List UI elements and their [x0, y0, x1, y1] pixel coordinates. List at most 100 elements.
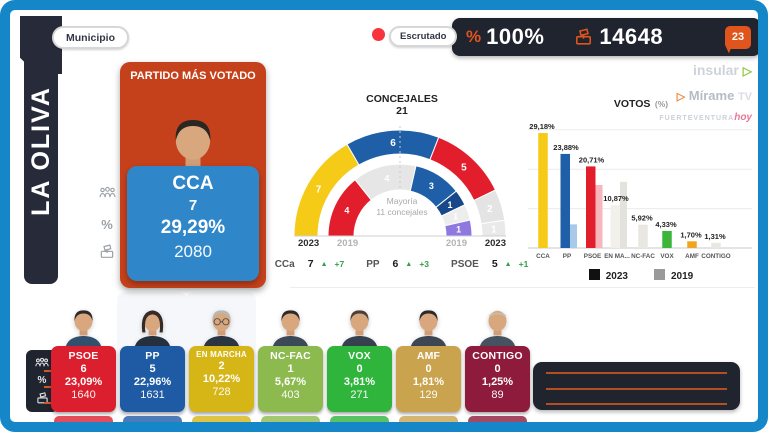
- majority-line2: 11 concejales: [376, 206, 428, 217]
- party-name: CONTIGO: [472, 350, 523, 362]
- svg-text:1: 1: [456, 225, 461, 235]
- most-voted-pct: 29,29%: [160, 217, 226, 238]
- party-votes: 89: [491, 389, 504, 401]
- svg-text:1: 1: [447, 200, 452, 210]
- party-pct: 1,81%: [412, 376, 445, 388]
- svg-text:4,33%: 4,33%: [655, 220, 677, 229]
- svg-text:PSOE: PSOE: [584, 253, 602, 260]
- svg-text:7: 7: [316, 185, 322, 196]
- party-seats: 6: [80, 363, 87, 375]
- section-divider: [290, 287, 755, 288]
- most-voted-party: CCA: [172, 173, 214, 194]
- empty-results-strip: [533, 362, 740, 410]
- gain-arrow-icon: ▲: [405, 260, 413, 268]
- party-pct: 23,09%: [64, 376, 103, 388]
- insular-logo-text: insular: [692, 62, 739, 78]
- party-seats: 2: [218, 360, 225, 372]
- svg-text:20,71%: 20,71%: [579, 155, 605, 164]
- candidate-photo: [267, 294, 314, 348]
- svg-text:NC-FAC: NC-FAC: [631, 253, 655, 260]
- party-card: EN MARCHA 2 10,22% 728: [189, 346, 254, 412]
- party-card: CONTIGO 0 1,25% 89: [465, 346, 530, 412]
- party-votes: 403: [281, 389, 300, 401]
- people-icon: [98, 186, 116, 198]
- party-column-psoe: PSOE 6 23,09% 1640: [51, 294, 116, 428]
- svg-text:29,18%: 29,18%: [529, 122, 555, 131]
- party-name: PSOE: [68, 350, 99, 362]
- party-seats: 1: [287, 363, 294, 375]
- legend-swatch-2019: [654, 269, 665, 280]
- ballot-box-icon: [100, 244, 114, 258]
- party-card: PSOE 6 23,09% 1640: [51, 346, 116, 412]
- gain-arrow-icon: ▲: [320, 260, 328, 268]
- party-seats: 0: [494, 363, 501, 375]
- party-pct: 3,81%: [343, 376, 376, 388]
- live-dot: [372, 28, 385, 41]
- party-pct: 1,25%: [481, 376, 514, 388]
- year-right-inner: 2019: [445, 238, 467, 249]
- party-name: AMF: [416, 350, 441, 362]
- party-votes: 271: [350, 389, 369, 401]
- svg-text:1: 1: [453, 212, 458, 222]
- party-card: VOX 0 3,81% 271: [327, 346, 392, 412]
- concejales-title: CONCEJALES 21: [292, 93, 512, 117]
- legend-change: +3: [419, 259, 430, 269]
- next-row-sliver: [192, 416, 251, 428]
- mirame-logo-text: Mírame: [688, 88, 735, 103]
- votes-legend: 2023 2019: [518, 266, 764, 284]
- party-votes: 1640: [71, 389, 96, 401]
- people-icon: [35, 357, 49, 367]
- row-line: [44, 402, 51, 404]
- party-name: VOX: [348, 350, 371, 362]
- candidate-photo: [129, 294, 176, 348]
- party-column-amf: AMF 0 1,81% 129: [396, 294, 461, 428]
- svg-text:1,70%: 1,70%: [680, 230, 702, 239]
- most-voted-card: PARTIDO MÁS VOTADO CCA 7 29,29% 2080: [120, 62, 266, 288]
- candidate-photo: [474, 294, 521, 348]
- svg-text:2: 2: [487, 204, 493, 215]
- municipality-bar: LA OLIVA: [24, 18, 58, 284]
- party-pct: 10,22%: [202, 373, 241, 385]
- svg-text:1,31%: 1,31%: [704, 232, 726, 241]
- year-right-outer: 2023: [484, 238, 506, 249]
- party-name: PP: [145, 350, 160, 362]
- svg-text:10,87%: 10,87%: [603, 194, 629, 203]
- percent-icon: %: [37, 374, 47, 386]
- party-seats: 0: [356, 363, 363, 375]
- party-card: PP 5 22,96% 1631: [120, 346, 185, 412]
- legend-name: CCa: [274, 258, 295, 270]
- votes-chart: VOTOS (%) 29,18% CCA 23,88% PP 20,71% PSOE 10,…: [518, 94, 764, 290]
- svg-text:EN MA...: EN MA...: [604, 253, 630, 260]
- most-voted-title: PARTIDO MÁS VOTADO: [130, 70, 256, 82]
- ballot-box-icon: [574, 27, 593, 47]
- majority-line1: Mayoría: [386, 196, 418, 206]
- most-voted-result-box: CCA 7 29,29% 2080: [127, 166, 259, 281]
- watermark-fuerteventura-hoy: FUERTEVENTURAhoy: [659, 112, 752, 123]
- party-column-ncfac: NC-FAC 1 5,67% 403: [258, 294, 323, 428]
- municipalities-count-badge: 23: [725, 25, 751, 49]
- concejales-title-text: CONCEJALES: [366, 93, 438, 105]
- votes-title-suffix: (%): [654, 99, 669, 109]
- next-row-sliver: [54, 416, 113, 428]
- candidate-photo: [336, 294, 383, 348]
- votes-title-text: VOTOS: [613, 98, 651, 110]
- svg-text:VOX: VOX: [660, 253, 674, 260]
- svg-text:1: 1: [491, 224, 497, 235]
- percent-icon: %: [466, 27, 482, 46]
- year-left-outer: 2023: [298, 238, 320, 249]
- municipio-tab: Municipio: [52, 26, 129, 49]
- party-seats: 0: [425, 363, 432, 375]
- most-voted-seats: 7: [188, 197, 198, 214]
- majority-note: Mayoría 11 concejales: [292, 196, 512, 217]
- municipality-name: LA OLIVA: [26, 86, 55, 216]
- play-icon: ▷: [742, 64, 752, 78]
- svg-text:4: 4: [344, 206, 349, 216]
- svg-text:5: 5: [461, 163, 467, 174]
- party-card: AMF 0 1,81% 129: [396, 346, 461, 412]
- legend-name: PSOE: [451, 258, 479, 270]
- legend-swatch-2023: [588, 269, 600, 280]
- year-left-inner: 2019: [337, 238, 359, 249]
